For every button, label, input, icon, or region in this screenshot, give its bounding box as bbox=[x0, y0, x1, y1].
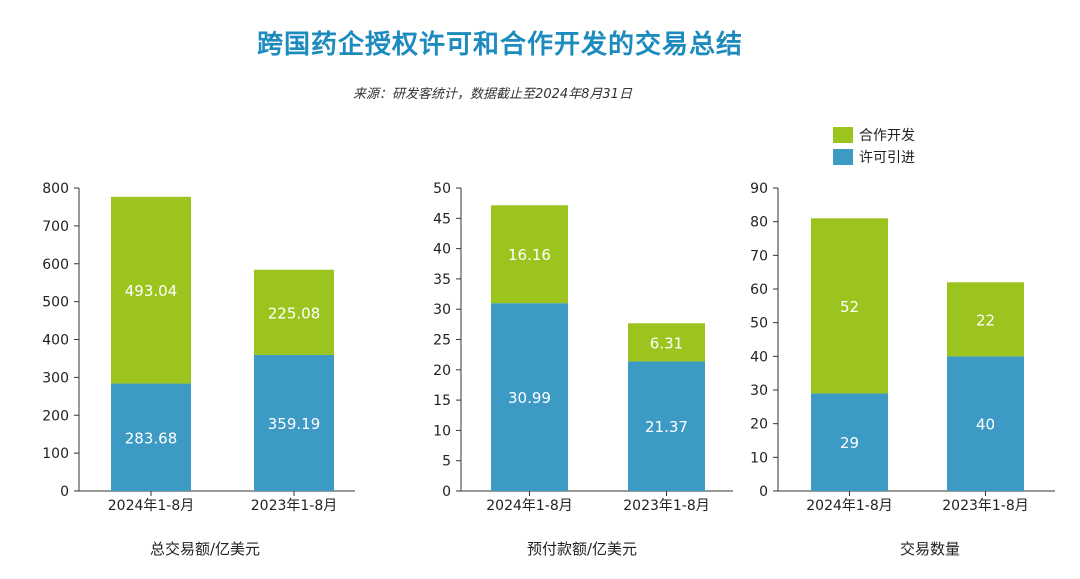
y-tick-label: 35 bbox=[433, 272, 451, 288]
y-tick-label: 700 bbox=[42, 219, 69, 235]
y-tick-label: 90 bbox=[750, 181, 768, 197]
bar-value-label: 29 bbox=[840, 434, 859, 452]
y-tick-label: 0 bbox=[442, 484, 451, 500]
bar-codev bbox=[491, 205, 568, 304]
bar-codev bbox=[254, 269, 334, 355]
y-tick-label: 25 bbox=[433, 333, 451, 349]
bar-value-label: 225.08 bbox=[268, 304, 321, 322]
bar-value-label: 52 bbox=[840, 298, 859, 316]
x-tick-label: 2024年1-8月 bbox=[108, 498, 195, 514]
bar-codev bbox=[628, 323, 705, 362]
legend-item-license: 许可引进 bbox=[833, 146, 915, 168]
x-tick-label: 2023年1-8月 bbox=[623, 498, 710, 514]
bar-license bbox=[254, 354, 334, 491]
y-tick-label: 500 bbox=[42, 295, 69, 311]
bar-value-label: 16.16 bbox=[508, 246, 551, 264]
y-tick-label: 60 bbox=[750, 282, 768, 298]
bar-codev bbox=[811, 218, 888, 394]
legend-swatch-codev bbox=[833, 127, 853, 143]
y-tick-label: 0 bbox=[60, 484, 69, 500]
bar-value-label: 283.68 bbox=[125, 429, 178, 447]
bar-value-label: 30.99 bbox=[508, 389, 551, 407]
y-tick-label: 40 bbox=[433, 242, 451, 258]
y-tick-label: 10 bbox=[433, 423, 451, 439]
y-tick-label: 400 bbox=[42, 333, 69, 349]
y-tick-label: 5 bbox=[442, 454, 451, 470]
x-tick-label: 2023年1-8月 bbox=[251, 498, 338, 514]
y-tick-label: 70 bbox=[750, 248, 768, 264]
y-tick-label: 10 bbox=[750, 450, 768, 466]
y-tick-label: 600 bbox=[42, 257, 69, 273]
x-tick-label: 2024年1-8月 bbox=[806, 498, 893, 514]
bar-value-label: 21.37 bbox=[645, 418, 688, 436]
bar-value-label: 359.19 bbox=[268, 415, 321, 433]
y-tick-label: 45 bbox=[433, 211, 451, 227]
legend-item-codev: 合作开发 bbox=[833, 124, 915, 146]
legend-label-codev: 合作开发 bbox=[859, 128, 915, 144]
bar-license bbox=[628, 361, 705, 491]
bar-codev bbox=[947, 282, 1024, 357]
panel-label-upfront: 预付款额/亿美元 bbox=[526, 540, 638, 558]
panel-label-deal-count: 交易数量 bbox=[899, 540, 960, 558]
legend: 合作开发 许可引进 bbox=[833, 124, 915, 168]
y-tick-label: 200 bbox=[42, 408, 69, 424]
legend-swatch-license bbox=[833, 149, 853, 165]
bar-value-label: 22 bbox=[976, 311, 995, 329]
y-tick-label: 300 bbox=[42, 370, 69, 386]
x-tick-label: 2024年1-8月 bbox=[486, 498, 573, 514]
y-tick-label: 80 bbox=[750, 215, 768, 231]
y-tick-label: 15 bbox=[433, 393, 451, 409]
y-tick-label: 0 bbox=[759, 484, 768, 500]
chart-source-note: 来源：研发客统计，数据截止至2024年8月31日 bbox=[353, 87, 632, 102]
y-tick-label: 100 bbox=[42, 446, 69, 462]
bar-license bbox=[491, 303, 568, 491]
y-tick-label: 20 bbox=[750, 417, 768, 433]
bar-license bbox=[947, 356, 1024, 491]
y-tick-label: 40 bbox=[750, 349, 768, 365]
y-tick-label: 50 bbox=[433, 181, 451, 197]
y-tick-label: 30 bbox=[433, 302, 451, 318]
bar-value-label: 40 bbox=[976, 416, 995, 434]
bar-license bbox=[111, 383, 191, 491]
x-tick-label: 2023年1-8月 bbox=[942, 498, 1029, 514]
y-tick-label: 20 bbox=[433, 363, 451, 379]
bar-value-label: 6.31 bbox=[650, 334, 683, 352]
panel-label-total-value: 总交易额/亿美元 bbox=[149, 540, 261, 558]
bar-license bbox=[811, 393, 888, 491]
bar-codev bbox=[111, 196, 191, 384]
y-tick-label: 30 bbox=[750, 383, 768, 399]
chart-title: 跨国药企授权许可和合作开发的交易总结 bbox=[256, 30, 743, 60]
y-tick-label: 50 bbox=[750, 316, 768, 332]
y-tick-label: 800 bbox=[42, 181, 69, 197]
bar-value-label: 493.04 bbox=[125, 282, 178, 300]
legend-label-license: 许可引进 bbox=[859, 150, 915, 166]
